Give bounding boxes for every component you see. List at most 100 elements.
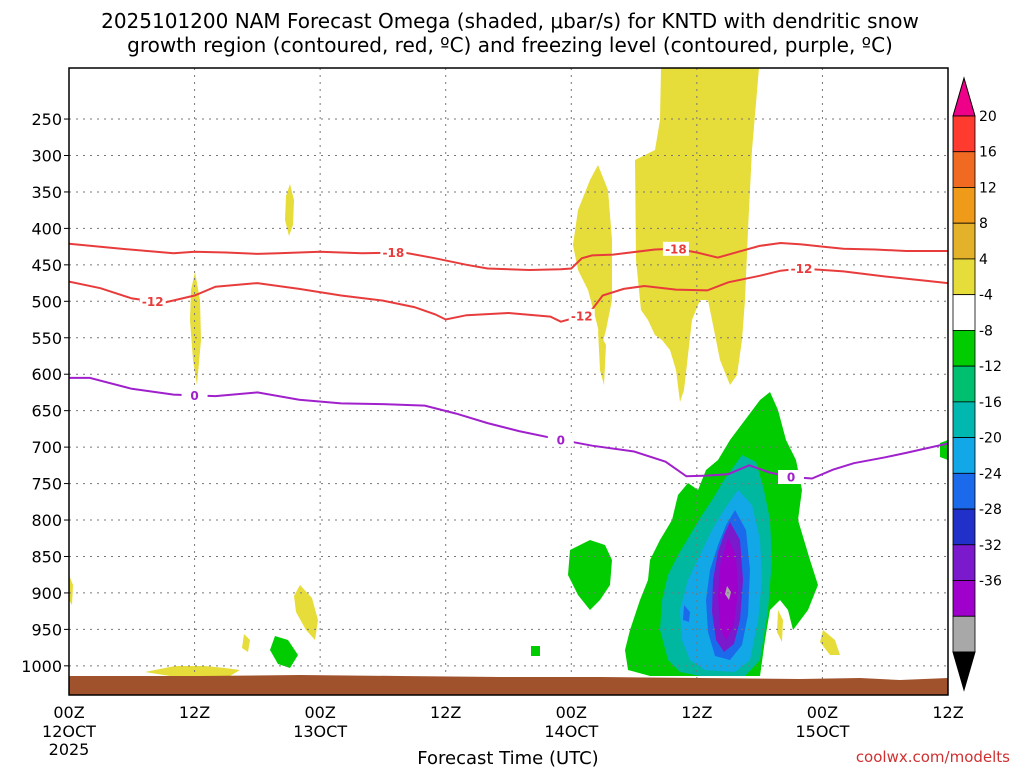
colorbar-tick-label: -4 (979, 288, 993, 304)
y-tick-label: 800 (31, 511, 62, 530)
y-tick-label: 850 (31, 547, 62, 566)
contour-label-freezing-level-0: 0 (787, 471, 795, 485)
x-tick-label: 12Z (430, 703, 461, 722)
chart-title-line1: 2025101200 NAM Forecast Omega (shaded, μ… (101, 9, 919, 33)
omega-shade-yellow-11 (69, 575, 73, 605)
contour-label-bg (568, 308, 595, 323)
omega-shading (69, 68, 948, 676)
colorbar-box (952, 401, 976, 439)
gridlines (69, 68, 948, 695)
contour-label-dgz-minus18: -18 (383, 246, 405, 260)
colorbar-tick-label: 12 (979, 180, 997, 196)
x-axis-label: Forecast Time (UTC) (417, 748, 598, 768)
colorbar-top-triangle (952, 76, 976, 117)
y-tick-label: 350 (31, 183, 62, 202)
contour-dgz-minus18 (69, 241, 948, 272)
contour-labels: -18 -18 -12 -12 -12 0 0 0 (139, 241, 815, 485)
y-tick-label: 900 (31, 584, 62, 603)
colorbar-box (952, 258, 976, 296)
omega-shade-yellow-9 (777, 610, 783, 642)
colorbar-tick-label: 16 (979, 145, 997, 161)
contour-freezing-level-0 (69, 376, 948, 480)
contour-label-bg (181, 388, 208, 403)
omega-shade-yellow-3 (598, 330, 606, 385)
x-tick-date: 12OCT (42, 722, 96, 741)
contour-label-bg (662, 241, 689, 256)
y-tick-label: 550 (31, 329, 62, 348)
omega-shade-yellow-6 (294, 585, 318, 640)
omega-shade-green-3 (270, 636, 298, 668)
contour-label-bg (380, 245, 407, 260)
colorbar-box (952, 437, 976, 474)
colorbar-tick-label: -24 (979, 466, 1002, 482)
contour-lines (69, 241, 948, 480)
contour-label-bg (139, 294, 166, 309)
y-tick-label: 650 (31, 402, 62, 421)
omega-shade-upper-yellow (635, 68, 759, 402)
x-tick-date: 13OCT (293, 722, 347, 741)
colorbar-box (952, 508, 976, 546)
plot-frame (68, 67, 949, 696)
y-tick-label: 400 (31, 219, 62, 238)
omega-shade-yellow-8 (242, 634, 250, 652)
credit-text: coolwx.com/modelts (856, 748, 1010, 766)
colorbar-bottom-triangle (952, 651, 976, 692)
colorbar-tick-label: 20 (979, 109, 997, 125)
colorbar-box (952, 151, 976, 188)
chart-title-line2: growth region (contoured, red, ºC) and f… (127, 33, 893, 57)
y-tick-label: 450 (31, 256, 62, 275)
x-tick-date: 14OCT (544, 722, 598, 741)
contour-label-dgz-minus12: -12 (791, 262, 813, 276)
colorbar-tick-label: -20 (979, 431, 1002, 447)
y-tick-label: 950 (31, 620, 62, 639)
omega-shade-yellow-5 (285, 184, 294, 236)
contour-label-bg (547, 432, 574, 447)
colorbar-tick-label: -16 (979, 395, 1002, 411)
y-tick-label: 1000 (21, 657, 62, 676)
y-tick-label: 750 (31, 475, 62, 494)
colorbar-box (952, 615, 976, 653)
y-tick-label: 300 (31, 146, 62, 165)
colorbar: 20 16 12 8 4 -4 -8 -12 -16 -20 -24 -28 -32 -36 (952, 76, 1002, 692)
x-tick-label: 12Z (179, 703, 210, 722)
x-tick-label: 00Z (807, 703, 838, 722)
omega-shade-blue-small (683, 605, 690, 622)
omega-shade-yellow-7 (820, 630, 840, 655)
y-tick-label: 600 (31, 365, 62, 384)
colorbar-tick-label: -12 (979, 359, 1002, 375)
omega-shade-green-4 (531, 646, 540, 656)
contour-label-dgz-minus12: -12 (142, 295, 164, 309)
x-tick-label: 00Z (53, 703, 84, 722)
y-tick-label: 500 (31, 292, 62, 311)
colorbar-box (952, 365, 976, 403)
colorbar-box (952, 222, 976, 260)
colorbar-box (952, 580, 976, 617)
omega-shade-yellow-4 (190, 272, 201, 385)
colorbar-tick-label: -32 (979, 538, 1002, 554)
colorbar-tick-label: 4 (979, 252, 988, 268)
x-tick-year: 2025 (49, 740, 90, 759)
y-axis-ticks: 250 300 350 400 450 500 550 600 650 700 750 800 850 9… (21, 110, 69, 676)
contour-dgz-minus12 (69, 267, 948, 323)
terrain-ground (69, 675, 948, 695)
contour-label-freezing-level-0: 0 (557, 433, 565, 447)
contour-label-freezing-level-0: 0 (190, 389, 198, 403)
colorbar-tick-label: 8 (979, 216, 988, 232)
colorbar-box (952, 115, 976, 153)
x-tick-label: 12Z (932, 703, 963, 722)
omega-shade-green-2 (568, 540, 612, 610)
x-tick-label: 00Z (304, 703, 335, 722)
colorbar-box (952, 472, 976, 510)
colorbar-tick-label: -36 (979, 574, 1002, 590)
colorbar-box (952, 187, 976, 224)
contour-label-dgz-minus12: -12 (571, 309, 593, 323)
contour-label-bg (788, 261, 815, 276)
colorbar-box (952, 294, 976, 331)
y-tick-label: 250 (31, 110, 62, 129)
colorbar-tick-label: -28 (979, 502, 1002, 518)
contour-label-bg (778, 470, 805, 485)
x-tick-label: 00Z (556, 703, 587, 722)
x-tick-date: 15OCT (795, 722, 849, 741)
